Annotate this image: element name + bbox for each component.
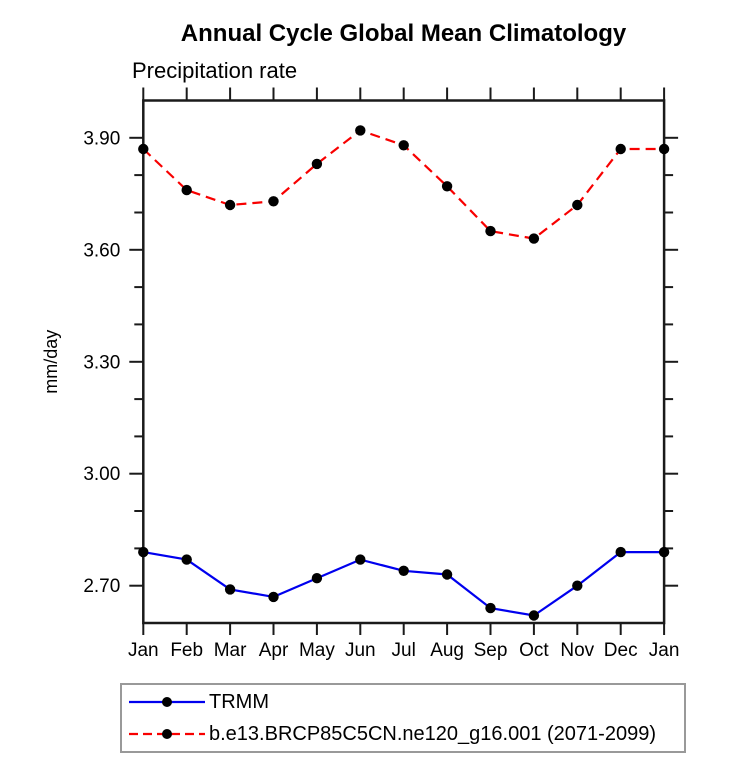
x-tick-label: Feb <box>170 640 203 661</box>
data-point-marker <box>311 573 323 584</box>
chart-subtitle: Precipitation rate <box>132 58 298 83</box>
legend-item-trmm: TRMM <box>122 687 684 717</box>
data-point-marker <box>138 546 149 558</box>
data-point-marker <box>181 184 192 196</box>
chart-title: Annual Cycle Global Mean Climatology <box>180 20 627 47</box>
x-tick-label: Oct <box>519 640 549 661</box>
data-point-marker <box>311 158 323 170</box>
legend-sample-marker <box>162 697 172 707</box>
y-axis-label: mm/day <box>41 330 61 394</box>
data-point-marker <box>572 580 583 591</box>
data-point-marker <box>268 591 279 603</box>
model-line-sample-icon <box>129 729 205 739</box>
x-tick-label: Sep <box>474 640 508 661</box>
data-point-marker <box>398 565 409 576</box>
legend-item-model: b.e13.BRCP85C5CN.ne120_g16.001 (2071-209… <box>122 719 684 749</box>
data-point-marker <box>181 554 192 565</box>
data-point-marker <box>355 554 366 565</box>
data-point-marker <box>224 199 236 211</box>
legend-sample-marker <box>162 729 172 739</box>
series-line-trmm <box>143 550 665 617</box>
data-point-marker <box>485 602 496 614</box>
y-tick-label: 2.70 <box>83 576 120 597</box>
data-point-marker <box>615 546 626 558</box>
data-point-marker <box>355 125 366 136</box>
legend-label-model: b.e13.BRCP85C5CN.ne120_g16.001 (2071-209… <box>209 722 656 745</box>
trmm-line-sample-icon <box>129 697 205 707</box>
plot-frame <box>142 99 666 625</box>
x-tick-label: Jun <box>345 640 376 661</box>
data-point-marker <box>485 225 496 237</box>
legend-label-trmm: TRMM <box>209 690 269 713</box>
x-tick-label: Jan <box>649 640 680 661</box>
data-point-marker <box>268 196 279 207</box>
data-point-marker <box>572 199 583 211</box>
y-tick-label: 3.00 <box>83 464 120 485</box>
data-point-marker <box>658 143 670 155</box>
x-tick-label: Jan <box>128 640 159 661</box>
y-tick-label: 3.90 <box>83 128 120 149</box>
x-tick-label: May <box>299 640 335 661</box>
data-point-marker <box>224 584 236 595</box>
x-tick-label: Mar <box>214 640 247 661</box>
y-tick-label: 3.30 <box>83 352 120 373</box>
data-point-marker <box>441 181 453 192</box>
x-tick-label: Jul <box>392 640 416 661</box>
legend-box: TRMM b.e13.BRCP85C5CN.ne120_g16.001 (207… <box>120 683 686 753</box>
data-point-marker <box>398 140 409 151</box>
x-tick-label: Dec <box>604 640 638 661</box>
x-tick-label: Apr <box>259 640 289 661</box>
data-point-marker <box>441 569 453 580</box>
y-tick-label: 3.60 <box>83 240 120 261</box>
data-point-marker <box>528 610 540 621</box>
data-point-marker <box>528 233 540 244</box>
x-tick-label: Aug <box>430 640 464 661</box>
data-point-marker <box>658 546 670 558</box>
data-point-marker <box>138 143 149 155</box>
data-point-marker <box>615 143 626 155</box>
x-tick-label: Nov <box>560 640 594 661</box>
